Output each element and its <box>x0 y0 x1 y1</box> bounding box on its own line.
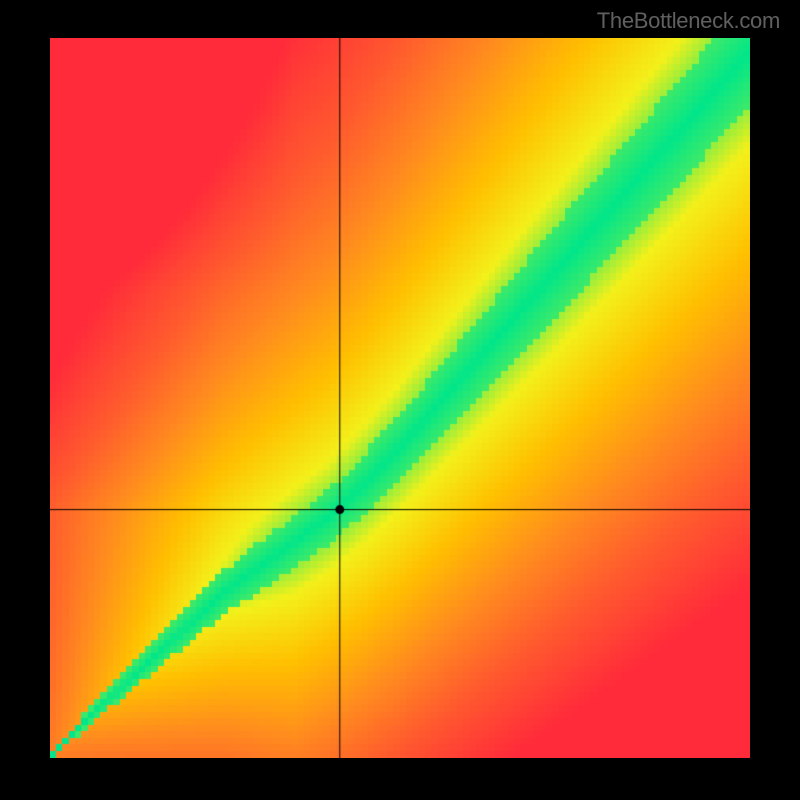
bottleneck-heatmap <box>50 38 750 758</box>
watermark-text: TheBottleneck.com <box>597 8 780 34</box>
heatmap-canvas <box>50 38 750 758</box>
